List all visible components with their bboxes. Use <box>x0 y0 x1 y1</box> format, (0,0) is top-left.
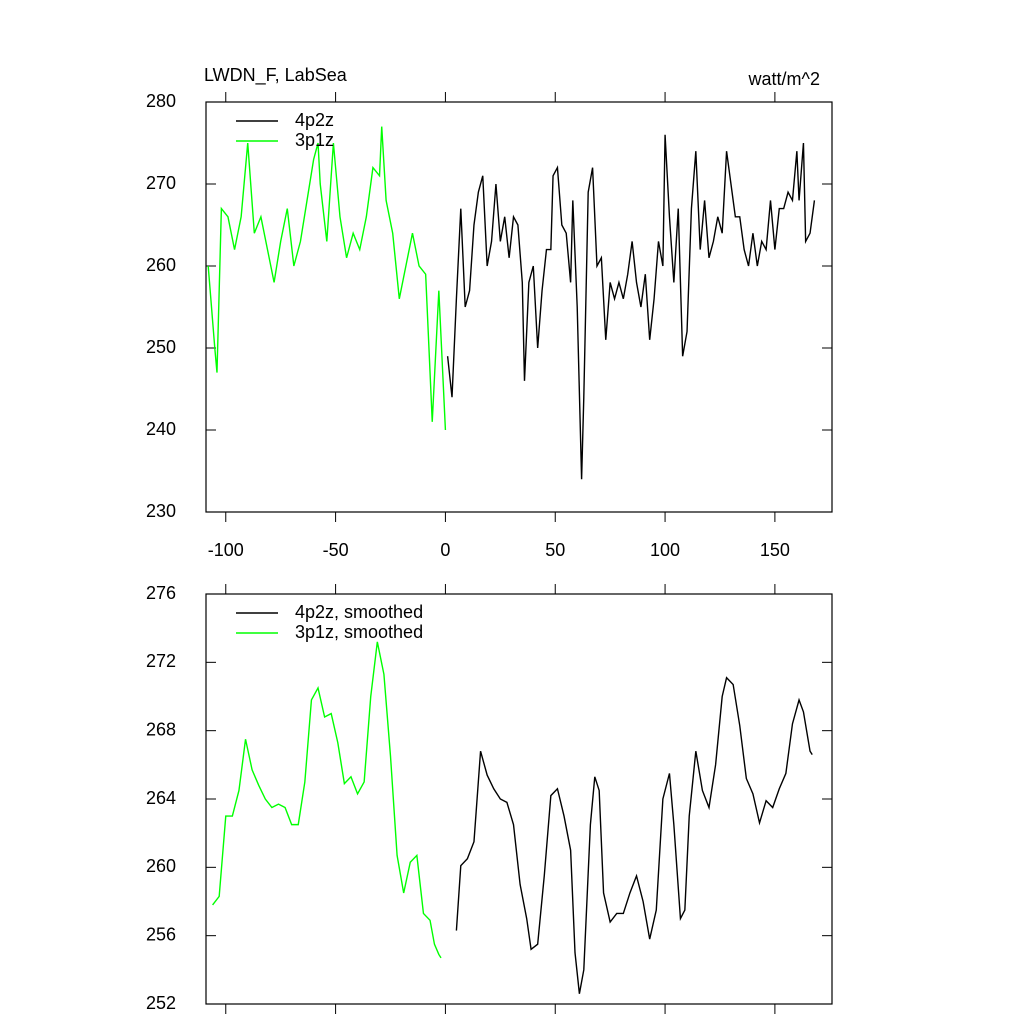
y-tick-label: 272 <box>146 651 176 671</box>
y-tick-label: 260 <box>146 255 176 275</box>
plot-frame <box>205 593 833 1005</box>
units-label: watt/m^2 <box>748 69 820 89</box>
y-tick-label: 240 <box>146 419 176 439</box>
legend-label: 3p1z, smoothed <box>295 622 423 642</box>
y-tick-label: 256 <box>146 924 176 944</box>
y-tick-label: 264 <box>146 788 176 808</box>
chart-title: LWDN_F, LabSea <box>204 65 348 86</box>
x-tick-label: -100 <box>208 540 244 560</box>
plot-frame <box>205 101 833 513</box>
x-tick-label: 150 <box>760 540 790 560</box>
y-tick-label: 250 <box>146 337 176 357</box>
data-line <box>207 126 447 431</box>
data-line <box>455 676 813 994</box>
data-line <box>446 134 816 480</box>
x-tick-label: -50 <box>323 540 349 560</box>
y-tick-label: 268 <box>146 719 176 739</box>
y-tick-label: 276 <box>146 583 176 603</box>
y-tick-label: 230 <box>146 501 176 521</box>
x-tick-label: 50 <box>545 540 565 560</box>
x-tick-label: 100 <box>650 540 680 560</box>
x-tick-label: 0 <box>440 540 450 560</box>
legend-label: 4p2z, smoothed <box>295 602 423 622</box>
legend-label: 3p1z <box>295 130 334 150</box>
legend-label: 4p2z <box>295 110 334 130</box>
y-tick-label: 270 <box>146 173 176 193</box>
data-line <box>212 641 442 959</box>
y-tick-label: 252 <box>146 993 176 1013</box>
y-tick-label: 280 <box>146 91 176 111</box>
y-tick-label: 260 <box>146 856 176 876</box>
